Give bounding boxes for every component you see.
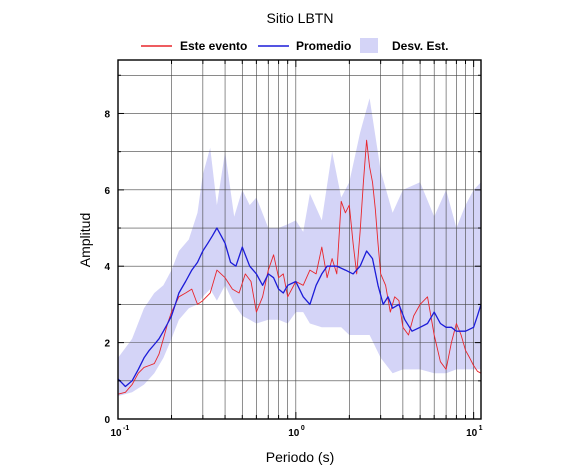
x-axis-label: Periodo (s): [266, 449, 334, 465]
band-desv-est: [118, 98, 481, 397]
legend-label-promedio: Promedio: [296, 39, 351, 53]
x-tick-label-exponent: 0: [301, 425, 305, 432]
y-tick-label: 2: [104, 339, 110, 350]
series-line-este-evento: [117, 139, 482, 395]
legend-label-este-evento: Este evento: [180, 39, 247, 53]
legend: Este evento Promedio Desv. Est.: [141, 38, 448, 53]
y-tick-label: 8: [104, 109, 110, 120]
y-tick-label: 4: [104, 262, 110, 273]
y-tick-label: 6: [104, 186, 110, 197]
y-axis-label: Amplitud: [77, 213, 93, 267]
legend-label-desv-est: Desv. Est.: [392, 39, 448, 53]
x-tick-label: 10: [110, 428, 122, 439]
plot-frame: [117, 59, 482, 420]
chart-title: Sitio LBTN: [267, 10, 334, 26]
x-tick-label: 10: [466, 428, 478, 439]
series-line-promedio: [117, 227, 482, 388]
x-tick-label-exponent: 1: [479, 425, 483, 432]
x-tick-label: 10: [288, 428, 300, 439]
legend-swatch-desv-est: [360, 38, 378, 53]
x-tick-label-exponent: -1: [123, 425, 129, 432]
y-tick-label: 0: [104, 415, 110, 426]
